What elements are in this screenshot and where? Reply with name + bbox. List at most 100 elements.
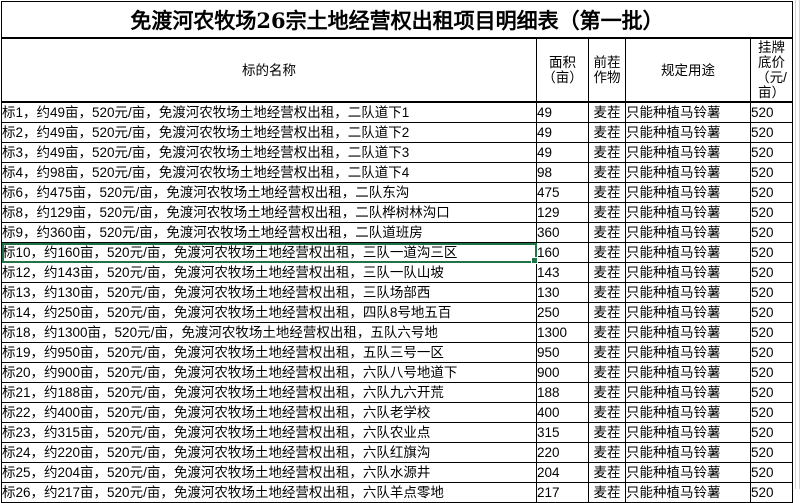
table-row[interactable]: 标12，约143亩，520元/亩，免渡河农牧场土地经营权出租，三队一队山坡 143… — [1, 262, 794, 283]
cell-use[interactable]: 只能种植马铃薯 — [625, 282, 751, 303]
cell-name[interactable]: 标10，约160亩，520元/亩，免渡河农牧场土地经营权出租，三队一道沟三区 — [1, 242, 537, 263]
cell-crop[interactable]: 麦茬 — [588, 302, 626, 323]
cell-name[interactable]: 标13，约130亩，520元/亩，免渡河农牧场土地经营权出租，三队场部西 — [1, 282, 537, 303]
table-row[interactable]: 标23，约315亩，520元/亩，免渡河农牧场土地经营权出租，六队农业点 315 麦… — [1, 422, 794, 443]
cell-use[interactable]: 只能种植马铃薯 — [625, 142, 751, 163]
cell-name[interactable]: 标8，约129亩，520元/亩，免渡河农牧场土地经营权出租，二队桦树林沟口 — [1, 202, 537, 223]
cell-price[interactable]: 520 — [749, 322, 794, 343]
cell-use[interactable]: 只能种植马铃薯 — [625, 462, 751, 483]
cell-area[interactable]: 217 — [536, 482, 589, 503]
cell-area[interactable]: 98 — [536, 162, 589, 183]
cell-price[interactable]: 520 — [749, 342, 794, 363]
cell-price[interactable]: 520 — [749, 422, 794, 443]
cell-price[interactable]: 520 — [749, 462, 794, 483]
cell-name[interactable]: 标6，约475亩，520元/亩，免渡河农牧场土地经营权出租，二队东沟 — [1, 182, 537, 203]
cell-area[interactable]: 129 — [536, 202, 589, 223]
cell-crop[interactable]: 麦茬 — [588, 142, 626, 163]
cell-use[interactable]: 只能种植马铃薯 — [625, 122, 751, 143]
cell-area[interactable]: 900 — [536, 362, 589, 383]
cell-price[interactable]: 520 — [749, 222, 794, 243]
table-row[interactable]: 标9，约360亩，520元/亩，免渡河农牧场土地经营权出租，二队道班房 360 麦茬… — [1, 222, 794, 243]
cell-price[interactable]: 520 — [749, 101, 794, 123]
cell-name[interactable]: 标9，约360亩，520元/亩，免渡河农牧场土地经营权出租，二队道班房 — [1, 222, 537, 243]
cell-area[interactable]: 160 — [536, 242, 589, 263]
cell-name[interactable]: 标25，约204亩，520元/亩，免渡河农牧场土地经营权出租，六队水源井 — [1, 462, 537, 483]
table-row[interactable]: 标8，约129亩，520元/亩，免渡河农牧场土地经营权出租，二队桦树林沟口 129… — [1, 202, 794, 223]
cell-name[interactable]: 标24，约220亩，520元/亩，免渡河农牧场土地经营权出租，六队红旗沟 — [1, 442, 537, 463]
table-row[interactable]: 标1，约49亩，520元/亩，免渡河农牧场土地经营权出租，二队道下1 49 麦茬 只能… — [1, 101, 794, 123]
table-row[interactable]: 标18，约1300亩，520元/亩，免渡河农牧场土地经营权出租，五队六号地 130… — [1, 322, 794, 343]
cell-price[interactable]: 520 — [749, 242, 794, 263]
table-row[interactable]: 标24，约220亩，520元/亩，免渡河农牧场土地经营权出租，六队红旗沟 220 麦… — [1, 442, 794, 463]
cell-crop[interactable]: 麦茬 — [588, 422, 626, 443]
cell-crop[interactable]: 麦茬 — [588, 482, 626, 503]
cell-price[interactable]: 520 — [749, 182, 794, 203]
table-row[interactable]: 标25，约204亩，520元/亩，免渡河农牧场土地经营权出租，六队水源井 204 麦… — [1, 462, 794, 483]
cell-price[interactable]: 520 — [749, 362, 794, 383]
cell-use[interactable]: 只能种植马铃薯 — [625, 342, 751, 363]
cell-use[interactable]: 只能种植马铃薯 — [625, 442, 751, 463]
cell-area[interactable]: 49 — [536, 101, 589, 123]
cell-use[interactable]: 只能种植马铃薯 — [625, 302, 751, 323]
table-row[interactable]: 标26，约217亩，520元/亩，免渡河农牧场土地经营权出租，六队羊点零地 217… — [1, 482, 794, 503]
cell-name[interactable]: 标26，约217亩，520元/亩，免渡河农牧场土地经营权出租，六队羊点零地 — [1, 482, 537, 503]
table-row[interactable]: 标6，约475亩，520元/亩，免渡河农牧场土地经营权出租，二队东沟 475 麦茬只… — [1, 182, 794, 203]
table-row[interactable]: 标4，约98亩，520元/亩，免渡河农牧场土地经营权出租，二队道下4 98 麦茬 只能… — [1, 162, 794, 183]
cell-crop[interactable]: 麦茬 — [588, 282, 626, 303]
cell-use[interactable]: 只能种植马铃薯 — [625, 222, 751, 243]
cell-name[interactable]: 标23，约315亩，520元/亩，免渡河农牧场土地经营权出租，六队农业点 — [1, 422, 537, 443]
table-row[interactable]: 标3，约49亩，520元/亩，免渡河农牧场土地经营权出租，二队道下3 49 麦茬 只能… — [1, 142, 794, 163]
cell-name[interactable]: 标3，约49亩，520元/亩，免渡河农牧场土地经营权出租，二队道下3 — [1, 142, 537, 163]
cell-use[interactable]: 只能种植马铃薯 — [625, 422, 751, 443]
cell-name[interactable]: 标2，约49亩，520元/亩，免渡河农牧场土地经营权出租，二队道下2 — [1, 122, 537, 143]
cell-price[interactable]: 520 — [749, 202, 794, 223]
cell-name[interactable]: 标12，约143亩，520元/亩，免渡河农牧场土地经营权出租，三队一队山坡 — [1, 262, 537, 283]
cell-crop[interactable]: 麦茬 — [588, 182, 626, 203]
cell-price[interactable]: 520 — [749, 442, 794, 463]
cell-name[interactable]: 标22，约400亩，520元/亩，免渡河农牧场土地经营权出租，六队老学校 — [1, 402, 537, 423]
cell-crop[interactable]: 麦茬 — [588, 362, 626, 383]
cell-price[interactable]: 520 — [749, 122, 794, 143]
table-row[interactable]: 标19，约950亩，520元/亩，免渡河农牧场土地经营权出租，五队三号一区 950… — [1, 342, 794, 363]
cell-price[interactable]: 520 — [749, 402, 794, 423]
table-row[interactable]: 标2，约49亩，520元/亩，免渡河农牧场土地经营权出租，二队道下2 49 麦茬 只能… — [1, 122, 794, 143]
cell-use[interactable]: 只能种植马铃薯 — [625, 382, 751, 403]
cell-price[interactable]: 520 — [749, 482, 794, 503]
cell-area[interactable]: 360 — [536, 222, 589, 243]
cell-price[interactable]: 520 — [749, 142, 794, 163]
cell-use[interactable]: 只能种植马铃薯 — [625, 242, 751, 263]
cell-name[interactable]: 标19，约950亩，520元/亩，免渡河农牧场土地经营权出租，五队三号一区 — [1, 342, 537, 363]
cell-use[interactable]: 只能种植马铃薯 — [625, 482, 751, 503]
cell-price[interactable]: 520 — [749, 282, 794, 303]
cell-use[interactable]: 只能种植马铃薯 — [625, 322, 751, 343]
cell-area[interactable]: 400 — [536, 402, 589, 423]
cell-use[interactable]: 只能种植马铃薯 — [625, 362, 751, 383]
cell-area[interactable]: 1300 — [536, 322, 589, 343]
cell-price[interactable]: 520 — [749, 382, 794, 403]
cell-name[interactable]: 标20，约900亩，520元/亩，免渡河农牧场土地经营权出租，六队八号地道下 — [1, 362, 537, 383]
cell-crop[interactable]: 麦茬 — [588, 382, 626, 403]
cell-use[interactable]: 只能种植马铃薯 — [625, 202, 751, 223]
cell-name[interactable]: 标1，约49亩，520元/亩，免渡河农牧场土地经营权出租，二队道下1 — [1, 101, 537, 123]
table-row[interactable]: 标21，约188亩，520元/亩，免渡河农牧场土地经营权出租，六队九六开荒 188… — [1, 382, 794, 403]
cell-area[interactable]: 49 — [536, 142, 589, 163]
cell-use[interactable]: 只能种植马铃薯 — [625, 262, 751, 283]
cell-price[interactable]: 520 — [749, 262, 794, 283]
cell-use[interactable]: 只能种植马铃薯 — [625, 101, 751, 123]
cell-use[interactable]: 只能种植马铃薯 — [625, 162, 751, 183]
cell-name[interactable]: 标18，约1300亩，520元/亩，免渡河农牧场土地经营权出租，五队六号地 — [1, 322, 537, 343]
cell-area[interactable]: 315 — [536, 422, 589, 443]
cell-crop[interactable]: 麦茬 — [588, 402, 626, 423]
cell-crop[interactable]: 麦茬 — [588, 242, 626, 263]
cell-area[interactable]: 130 — [536, 282, 589, 303]
table-row[interactable]: 标22，约400亩，520元/亩，免渡河农牧场土地经营权出租，六队老学校 400 麦… — [1, 402, 794, 423]
cell-use[interactable]: 只能种植马铃薯 — [625, 182, 751, 203]
table-row[interactable]: 标20，约900亩，520元/亩，免渡河农牧场土地经营权出租，六队八号地道下 90… — [1, 362, 794, 383]
cell-area[interactable]: 49 — [536, 122, 589, 143]
cell-crop[interactable]: 麦茬 — [588, 101, 626, 123]
cell-area[interactable]: 950 — [536, 342, 589, 363]
cell-crop[interactable]: 麦茬 — [588, 462, 626, 483]
cell-crop[interactable]: 麦茬 — [588, 122, 626, 143]
cell-price[interactable]: 520 — [749, 162, 794, 183]
cell-price[interactable]: 520 — [749, 302, 794, 323]
